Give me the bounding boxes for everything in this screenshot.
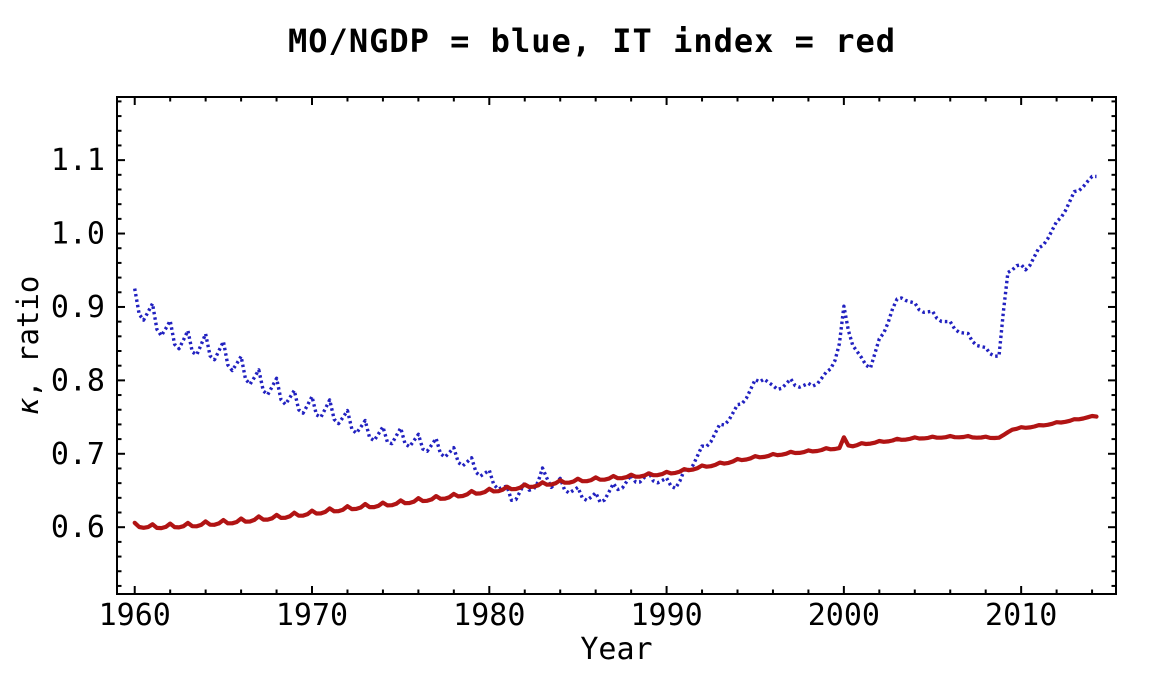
series-m0ngdp-line — [133, 174, 1097, 504]
series-it-index-line — [132, 413, 1099, 531]
x-tick-label: 2000 — [808, 598, 880, 633]
x-tick-label: 1970 — [276, 598, 348, 633]
x-tick-label: 1980 — [453, 598, 525, 633]
y-tick-label: 1.1 — [51, 143, 105, 178]
x-tick-label: 1990 — [630, 598, 702, 633]
y-tick-label: 0.7 — [51, 437, 105, 472]
y-axis-label: κ, ratio — [11, 276, 45, 416]
y-tick-label: 0.8 — [51, 363, 105, 398]
y-tick-label: 1.0 — [51, 217, 105, 252]
x-tick-label: 1960 — [99, 598, 171, 633]
plot-frame — [116, 96, 1117, 595]
chart-title: MO/NGDP = blue, IT index = red — [288, 22, 896, 60]
y-tick-label: 0.6 — [51, 510, 105, 545]
x-axis-label: Year — [580, 632, 652, 667]
y-tick-label: 0.9 — [51, 290, 105, 325]
x-tick-label: 2010 — [985, 598, 1057, 633]
